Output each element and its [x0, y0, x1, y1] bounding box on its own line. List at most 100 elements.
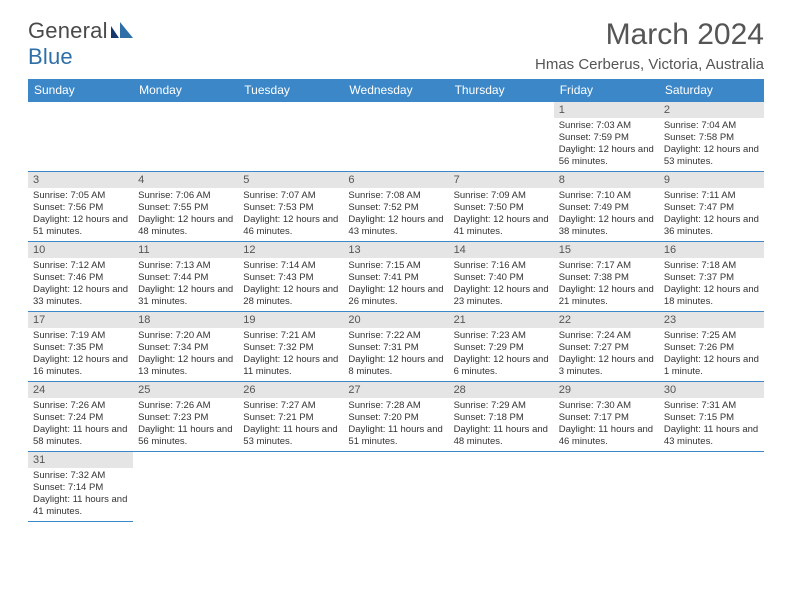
day-number: 20 — [343, 312, 448, 328]
calendar-cell: 29Sunrise: 7:30 AMSunset: 7:17 PMDayligh… — [554, 382, 659, 452]
page-title: March 2024 — [535, 18, 764, 52]
day-details: Sunrise: 7:04 AMSunset: 7:58 PMDaylight:… — [659, 118, 764, 171]
day-details: Sunrise: 7:05 AMSunset: 7:56 PMDaylight:… — [28, 188, 133, 241]
calendar-cell: 23Sunrise: 7:25 AMSunset: 7:26 PMDayligh… — [659, 312, 764, 382]
calendar-cell: 11Sunrise: 7:13 AMSunset: 7:44 PMDayligh… — [133, 242, 238, 312]
calendar-cell: . — [238, 102, 343, 172]
calendar-cell: . — [343, 452, 448, 522]
weekday-header: Saturday — [659, 79, 764, 102]
day-number: 17 — [28, 312, 133, 328]
day-details: Sunrise: 7:23 AMSunset: 7:29 PMDaylight:… — [449, 328, 554, 381]
day-details: Sunrise: 7:10 AMSunset: 7:49 PMDaylight:… — [554, 188, 659, 241]
day-number: 15 — [554, 242, 659, 258]
day-number: 16 — [659, 242, 764, 258]
calendar-cell: . — [343, 102, 448, 172]
day-number: 12 — [238, 242, 343, 258]
day-number: 5 — [238, 172, 343, 188]
day-details: Sunrise: 7:09 AMSunset: 7:50 PMDaylight:… — [449, 188, 554, 241]
day-number: 27 — [343, 382, 448, 398]
calendar-cell: 27Sunrise: 7:28 AMSunset: 7:20 PMDayligh… — [343, 382, 448, 452]
calendar-cell: 22Sunrise: 7:24 AMSunset: 7:27 PMDayligh… — [554, 312, 659, 382]
logo: GeneralBlue — [28, 18, 133, 70]
day-number: 4 — [133, 172, 238, 188]
day-details: Sunrise: 7:22 AMSunset: 7:31 PMDaylight:… — [343, 328, 448, 381]
calendar-cell: 30Sunrise: 7:31 AMSunset: 7:15 PMDayligh… — [659, 382, 764, 452]
calendar-cell: 14Sunrise: 7:16 AMSunset: 7:40 PMDayligh… — [449, 242, 554, 312]
calendar-cell: 1Sunrise: 7:03 AMSunset: 7:59 PMDaylight… — [554, 102, 659, 172]
logo-part2: Blue — [28, 44, 73, 69]
calendar-cell: . — [449, 102, 554, 172]
day-details: Sunrise: 7:06 AMSunset: 7:55 PMDaylight:… — [133, 188, 238, 241]
calendar-cell: . — [554, 452, 659, 522]
day-number: 14 — [449, 242, 554, 258]
day-details: Sunrise: 7:20 AMSunset: 7:34 PMDaylight:… — [133, 328, 238, 381]
calendar-cell: 19Sunrise: 7:21 AMSunset: 7:32 PMDayligh… — [238, 312, 343, 382]
calendar-cell: 24Sunrise: 7:26 AMSunset: 7:24 PMDayligh… — [28, 382, 133, 452]
calendar-cell: 3Sunrise: 7:05 AMSunset: 7:56 PMDaylight… — [28, 172, 133, 242]
day-details: Sunrise: 7:07 AMSunset: 7:53 PMDaylight:… — [238, 188, 343, 241]
day-details: Sunrise: 7:24 AMSunset: 7:27 PMDaylight:… — [554, 328, 659, 381]
day-number: 21 — [449, 312, 554, 328]
calendar-table: SundayMondayTuesdayWednesdayThursdayFrid… — [28, 79, 764, 522]
day-details: Sunrise: 7:14 AMSunset: 7:43 PMDaylight:… — [238, 258, 343, 311]
day-details: Sunrise: 7:21 AMSunset: 7:32 PMDaylight:… — [238, 328, 343, 381]
calendar-cell: 20Sunrise: 7:22 AMSunset: 7:31 PMDayligh… — [343, 312, 448, 382]
day-details: Sunrise: 7:12 AMSunset: 7:46 PMDaylight:… — [28, 258, 133, 311]
day-number: 13 — [343, 242, 448, 258]
day-details: Sunrise: 7:17 AMSunset: 7:38 PMDaylight:… — [554, 258, 659, 311]
calendar-cell: 12Sunrise: 7:14 AMSunset: 7:43 PMDayligh… — [238, 242, 343, 312]
weekday-header: Wednesday — [343, 79, 448, 102]
day-details: Sunrise: 7:11 AMSunset: 7:47 PMDaylight:… — [659, 188, 764, 241]
day-details: Sunrise: 7:19 AMSunset: 7:35 PMDaylight:… — [28, 328, 133, 381]
day-number: 30 — [659, 382, 764, 398]
day-number: 11 — [133, 242, 238, 258]
day-details: Sunrise: 7:32 AMSunset: 7:14 PMDaylight:… — [28, 468, 133, 521]
day-details: Sunrise: 7:16 AMSunset: 7:40 PMDaylight:… — [449, 258, 554, 311]
day-details: Sunrise: 7:25 AMSunset: 7:26 PMDaylight:… — [659, 328, 764, 381]
calendar-cell: 13Sunrise: 7:15 AMSunset: 7:41 PMDayligh… — [343, 242, 448, 312]
day-details: Sunrise: 7:31 AMSunset: 7:15 PMDaylight:… — [659, 398, 764, 451]
calendar-cell: 28Sunrise: 7:29 AMSunset: 7:18 PMDayligh… — [449, 382, 554, 452]
logo-text: GeneralBlue — [28, 18, 133, 70]
calendar-cell: 26Sunrise: 7:27 AMSunset: 7:21 PMDayligh… — [238, 382, 343, 452]
day-details: Sunrise: 7:26 AMSunset: 7:24 PMDaylight:… — [28, 398, 133, 451]
calendar-cell: 31Sunrise: 7:32 AMSunset: 7:14 PMDayligh… — [28, 452, 133, 522]
day-details: Sunrise: 7:13 AMSunset: 7:44 PMDaylight:… — [133, 258, 238, 311]
day-details: Sunrise: 7:26 AMSunset: 7:23 PMDaylight:… — [133, 398, 238, 451]
day-number: 9 — [659, 172, 764, 188]
calendar-cell: . — [238, 452, 343, 522]
logo-part1: General — [28, 18, 108, 43]
calendar-cell: . — [659, 452, 764, 522]
weekday-header: Friday — [554, 79, 659, 102]
logo-mark-icon — [111, 18, 133, 44]
day-number: 22 — [554, 312, 659, 328]
calendar-cell: 25Sunrise: 7:26 AMSunset: 7:23 PMDayligh… — [133, 382, 238, 452]
calendar-cell: 4Sunrise: 7:06 AMSunset: 7:55 PMDaylight… — [133, 172, 238, 242]
day-number: 10 — [28, 242, 133, 258]
calendar-cell: 6Sunrise: 7:08 AMSunset: 7:52 PMDaylight… — [343, 172, 448, 242]
day-number: 28 — [449, 382, 554, 398]
calendar-cell: 9Sunrise: 7:11 AMSunset: 7:47 PMDaylight… — [659, 172, 764, 242]
day-number: 1 — [554, 102, 659, 118]
location-subtitle: Hmas Cerberus, Victoria, Australia — [535, 56, 764, 73]
day-number: 25 — [133, 382, 238, 398]
day-details: Sunrise: 7:30 AMSunset: 7:17 PMDaylight:… — [554, 398, 659, 451]
day-number: 24 — [28, 382, 133, 398]
day-number: 3 — [28, 172, 133, 188]
calendar-cell: 17Sunrise: 7:19 AMSunset: 7:35 PMDayligh… — [28, 312, 133, 382]
day-details: Sunrise: 7:18 AMSunset: 7:37 PMDaylight:… — [659, 258, 764, 311]
day-number: 18 — [133, 312, 238, 328]
calendar-cell: . — [133, 102, 238, 172]
calendar-cell: 2Sunrise: 7:04 AMSunset: 7:58 PMDaylight… — [659, 102, 764, 172]
day-details: Sunrise: 7:03 AMSunset: 7:59 PMDaylight:… — [554, 118, 659, 171]
calendar-cell: 16Sunrise: 7:18 AMSunset: 7:37 PMDayligh… — [659, 242, 764, 312]
calendar-cell: 7Sunrise: 7:09 AMSunset: 7:50 PMDaylight… — [449, 172, 554, 242]
day-number: 26 — [238, 382, 343, 398]
weekday-header: Sunday — [28, 79, 133, 102]
day-number: 23 — [659, 312, 764, 328]
day-number: 29 — [554, 382, 659, 398]
weekday-header: Tuesday — [238, 79, 343, 102]
day-number: 19 — [238, 312, 343, 328]
day-number: 8 — [554, 172, 659, 188]
day-number: 6 — [343, 172, 448, 188]
